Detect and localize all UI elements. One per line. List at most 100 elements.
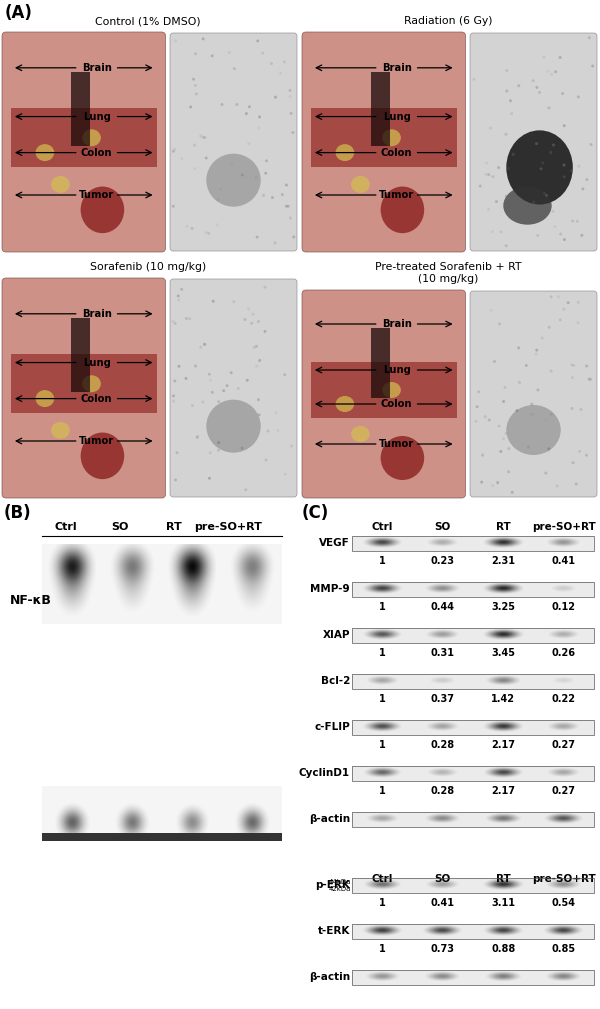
Circle shape bbox=[572, 461, 575, 464]
Circle shape bbox=[536, 388, 539, 391]
Text: Brain: Brain bbox=[382, 63, 412, 73]
Ellipse shape bbox=[82, 129, 101, 146]
Text: 0.31: 0.31 bbox=[431, 648, 455, 658]
Circle shape bbox=[207, 232, 210, 235]
Circle shape bbox=[547, 447, 550, 450]
Circle shape bbox=[475, 420, 478, 423]
Circle shape bbox=[241, 447, 244, 450]
Circle shape bbox=[511, 490, 514, 493]
Circle shape bbox=[535, 352, 538, 355]
Circle shape bbox=[244, 488, 247, 491]
Circle shape bbox=[196, 436, 199, 439]
Text: 0.27: 0.27 bbox=[552, 786, 576, 796]
Ellipse shape bbox=[506, 405, 561, 455]
Text: Ctrl: Ctrl bbox=[371, 522, 393, 532]
Circle shape bbox=[212, 300, 215, 303]
Ellipse shape bbox=[51, 176, 70, 193]
Text: 1: 1 bbox=[379, 694, 386, 704]
FancyBboxPatch shape bbox=[2, 278, 166, 498]
Ellipse shape bbox=[382, 129, 401, 146]
Text: Control (1% DMSO): Control (1% DMSO) bbox=[95, 16, 201, 26]
Circle shape bbox=[566, 302, 569, 305]
Circle shape bbox=[237, 386, 240, 389]
Text: Brain: Brain bbox=[82, 309, 112, 319]
Circle shape bbox=[495, 200, 498, 203]
Circle shape bbox=[577, 96, 580, 99]
Circle shape bbox=[505, 195, 508, 198]
Circle shape bbox=[266, 430, 269, 433]
Ellipse shape bbox=[506, 130, 573, 205]
Circle shape bbox=[591, 65, 594, 68]
Circle shape bbox=[279, 72, 282, 75]
Circle shape bbox=[216, 223, 219, 226]
Text: Tumor: Tumor bbox=[79, 190, 114, 200]
Circle shape bbox=[173, 148, 176, 151]
Text: 1: 1 bbox=[379, 556, 386, 566]
Circle shape bbox=[575, 482, 578, 485]
Circle shape bbox=[499, 230, 502, 233]
Text: SO: SO bbox=[434, 874, 451, 884]
Circle shape bbox=[552, 143, 555, 146]
Ellipse shape bbox=[80, 187, 124, 233]
FancyBboxPatch shape bbox=[302, 32, 466, 252]
Circle shape bbox=[549, 151, 552, 154]
Text: Tumor: Tumor bbox=[379, 439, 414, 449]
Bar bbox=[352, 536, 594, 551]
Text: β-actin: β-actin bbox=[309, 973, 350, 983]
Circle shape bbox=[488, 419, 491, 422]
Circle shape bbox=[577, 321, 580, 324]
Circle shape bbox=[247, 308, 250, 311]
Text: SO: SO bbox=[434, 522, 451, 532]
Bar bbox=[42, 786, 282, 840]
Text: Brain: Brain bbox=[82, 63, 112, 73]
Circle shape bbox=[176, 451, 179, 454]
Ellipse shape bbox=[335, 144, 354, 161]
Circle shape bbox=[217, 441, 220, 444]
Circle shape bbox=[185, 225, 188, 228]
Circle shape bbox=[177, 295, 180, 298]
Circle shape bbox=[499, 450, 502, 453]
Text: (B): (B) bbox=[4, 504, 32, 522]
Circle shape bbox=[546, 70, 549, 73]
Circle shape bbox=[538, 91, 541, 94]
Circle shape bbox=[208, 476, 211, 479]
Text: 1: 1 bbox=[379, 786, 386, 796]
Text: SO: SO bbox=[112, 522, 128, 532]
Circle shape bbox=[185, 317, 188, 320]
Ellipse shape bbox=[206, 400, 261, 453]
Circle shape bbox=[547, 106, 550, 109]
Bar bbox=[352, 674, 594, 689]
Circle shape bbox=[193, 167, 196, 171]
Circle shape bbox=[535, 349, 538, 351]
Text: 3.11: 3.11 bbox=[491, 898, 515, 908]
Text: β-actin: β-actin bbox=[309, 814, 350, 824]
Circle shape bbox=[531, 413, 534, 416]
Circle shape bbox=[571, 363, 574, 366]
Circle shape bbox=[274, 241, 277, 244]
Circle shape bbox=[477, 390, 480, 394]
Circle shape bbox=[199, 346, 202, 349]
Circle shape bbox=[196, 435, 199, 438]
Circle shape bbox=[479, 185, 482, 188]
Circle shape bbox=[289, 95, 292, 98]
Circle shape bbox=[270, 62, 273, 65]
Circle shape bbox=[550, 369, 553, 372]
Circle shape bbox=[211, 54, 214, 58]
Circle shape bbox=[203, 136, 206, 139]
Circle shape bbox=[505, 69, 508, 72]
Text: 0.88: 0.88 bbox=[491, 944, 515, 954]
Circle shape bbox=[563, 238, 566, 241]
Circle shape bbox=[209, 451, 212, 454]
Text: 0.37: 0.37 bbox=[431, 694, 455, 704]
Circle shape bbox=[563, 176, 566, 179]
Circle shape bbox=[281, 193, 284, 196]
Text: MMP-9: MMP-9 bbox=[310, 584, 350, 594]
Text: 0.54: 0.54 bbox=[552, 898, 576, 908]
Text: 0.23: 0.23 bbox=[431, 556, 455, 566]
Circle shape bbox=[562, 163, 565, 166]
Text: (A): (A) bbox=[5, 4, 33, 22]
Ellipse shape bbox=[35, 390, 54, 407]
Circle shape bbox=[532, 201, 535, 204]
Text: 0.73: 0.73 bbox=[431, 944, 455, 954]
Circle shape bbox=[230, 371, 233, 374]
